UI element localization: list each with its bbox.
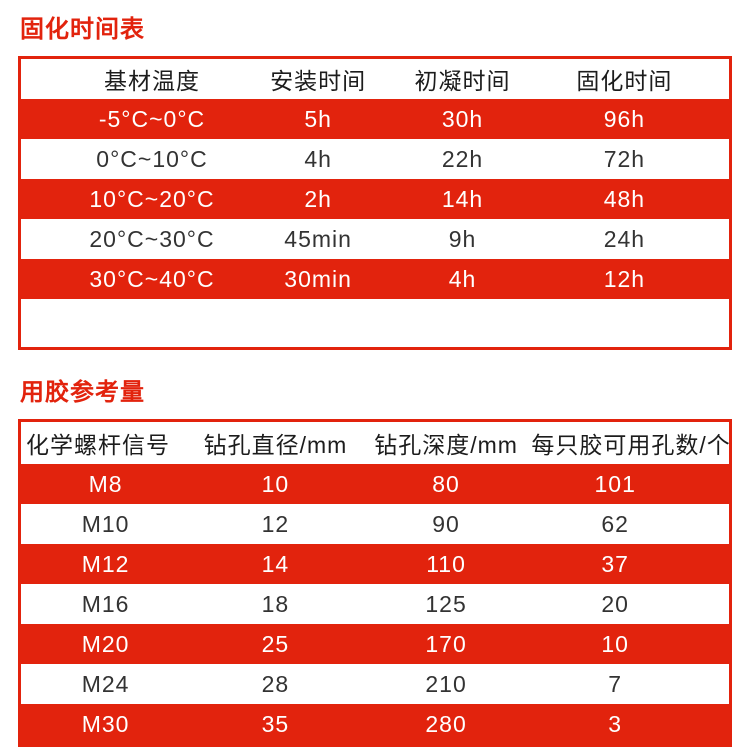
table-cell: 4h bbox=[247, 139, 390, 179]
empty-spacer-row bbox=[19, 299, 731, 349]
table-cell: 5h bbox=[247, 99, 390, 139]
table-cell: 90 bbox=[360, 504, 532, 544]
table-row: 20°C~30°C 45min 9h 24h bbox=[19, 219, 731, 259]
curing-table-title: 固化时间表 bbox=[20, 16, 145, 43]
table-cell: 170 bbox=[360, 624, 532, 664]
table-cell: 96h bbox=[559, 99, 731, 139]
column-header: 每只胶可用孔数/个 bbox=[531, 420, 731, 464]
table-row: M10 12 90 62 bbox=[19, 504, 731, 544]
table-cell: 45min bbox=[247, 219, 390, 259]
table-cell: 18 bbox=[190, 584, 361, 624]
table-cell: 20 bbox=[531, 584, 731, 624]
column-header: 化学螺杆信号 bbox=[19, 420, 191, 464]
table-row: 0°C~10°C 4h 22h 72h bbox=[19, 139, 731, 179]
table-cell: 30h bbox=[389, 99, 560, 139]
table-cell: 280 bbox=[360, 704, 532, 746]
column-header: 钻孔直径/mm bbox=[190, 420, 361, 464]
empty-cell bbox=[19, 299, 731, 349]
table-cell: 10 bbox=[190, 464, 361, 504]
column-header: 初凝时间 bbox=[389, 57, 560, 99]
table-cell: 72h bbox=[559, 139, 731, 179]
table-cell: 35 bbox=[190, 704, 361, 746]
table-row: -5°C~0°C 5h 30h 96h bbox=[19, 99, 731, 139]
table-cell: M20 bbox=[19, 624, 191, 664]
column-header: 固化时间 bbox=[559, 57, 731, 99]
table-row: 10°C~20°C 2h 14h 48h bbox=[19, 179, 731, 219]
table-header-row: 化学螺杆信号 钻孔直径/mm 钻孔深度/mm 每只胶可用孔数/个 bbox=[19, 420, 731, 464]
table-cell: 14h bbox=[389, 179, 560, 219]
table-row: M8 10 80 101 bbox=[19, 464, 731, 504]
table-cell: M16 bbox=[19, 584, 191, 624]
table-cell: 10°C~20°C bbox=[19, 179, 248, 219]
column-header: 钻孔深度/mm bbox=[360, 420, 532, 464]
table-cell: -5°C~0°C bbox=[19, 99, 248, 139]
table-cell: 101 bbox=[531, 464, 731, 504]
table-cell: 22h bbox=[389, 139, 560, 179]
table-cell: 110 bbox=[360, 544, 532, 584]
table-cell: M24 bbox=[19, 664, 191, 704]
table-cell: 20°C~30°C bbox=[19, 219, 248, 259]
table-row: M20 25 170 10 bbox=[19, 624, 731, 664]
table-cell: 9h bbox=[389, 219, 560, 259]
table-row: M30 35 280 3 bbox=[19, 704, 731, 746]
table-cell: 28 bbox=[190, 664, 361, 704]
table-cell: 2h bbox=[247, 179, 390, 219]
table-cell: 12 bbox=[190, 504, 361, 544]
table-cell: 62 bbox=[531, 504, 731, 544]
curing-time-section: 固化时间表 基材温度 安装时间 初凝时间 固化时间 -5°C~0°C 5h 30h 96h 0… bbox=[0, 0, 750, 350]
table-cell: 30°C~40°C bbox=[19, 259, 248, 299]
table-cell: M10 bbox=[19, 504, 191, 544]
table-cell: 48h bbox=[559, 179, 731, 219]
column-header: 安装时间 bbox=[247, 57, 390, 99]
table-cell: 4h bbox=[389, 259, 560, 299]
table-row: 30°C~40°C 30min 4h 12h bbox=[19, 259, 731, 299]
table-cell: 10 bbox=[531, 624, 731, 664]
table-cell: 0°C~10°C bbox=[19, 139, 248, 179]
table-cell: 80 bbox=[360, 464, 532, 504]
curing-time-table: 基材温度 安装时间 初凝时间 固化时间 -5°C~0°C 5h 30h 96h 0°C~10°… bbox=[18, 56, 732, 350]
glue-reference-table: 化学螺杆信号 钻孔直径/mm 钻孔深度/mm 每只胶可用孔数/个 M8 10 80 101 M… bbox=[18, 419, 732, 747]
table-cell: 3 bbox=[531, 704, 731, 746]
table-cell: 210 bbox=[360, 664, 532, 704]
table-header-row: 基材温度 安装时间 初凝时间 固化时间 bbox=[19, 57, 731, 99]
glue-table-title: 用胶参考量 bbox=[20, 379, 145, 406]
table-cell: 25 bbox=[190, 624, 361, 664]
column-header: 基材温度 bbox=[19, 57, 248, 99]
table-cell: M12 bbox=[19, 544, 191, 584]
table-cell: 125 bbox=[360, 584, 532, 624]
table-row: M24 28 210 7 bbox=[19, 664, 731, 704]
table-row: M12 14 110 37 bbox=[19, 544, 731, 584]
table-cell: 14 bbox=[190, 544, 361, 584]
table-cell: 30min bbox=[247, 259, 390, 299]
glue-usage-section: 用胶参考量 化学螺杆信号 钻孔直径/mm 钻孔深度/mm 每只胶可用孔数/个 M8 10… bbox=[0, 372, 750, 747]
table-cell: 12h bbox=[559, 259, 731, 299]
table-cell: M30 bbox=[19, 704, 191, 746]
table-cell: 37 bbox=[531, 544, 731, 584]
table-cell: 7 bbox=[531, 664, 731, 704]
table-cell: 24h bbox=[559, 219, 731, 259]
table-row: M16 18 125 20 bbox=[19, 584, 731, 624]
table-cell: M8 bbox=[19, 464, 191, 504]
